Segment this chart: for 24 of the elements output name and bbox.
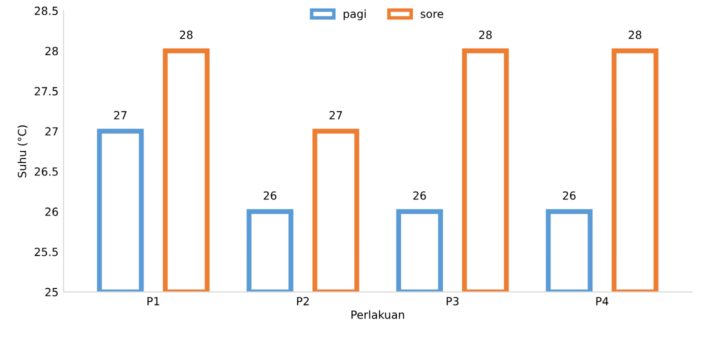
y-axis-title: Suhu (°C) [18, 125, 28, 178]
x-tick-label: P1 [148, 297, 160, 306]
data-label: 27 [114, 111, 127, 120]
x-tick-label: P2 [297, 296, 309, 306]
y-tick-label: 25 [45, 288, 58, 296]
data-label: 28 [180, 30, 193, 40]
y-tick-label: 27 [45, 127, 58, 136]
y-tick-label: 27.5 [34, 87, 58, 96]
data-label: 28 [479, 30, 492, 40]
y-tick-label: 28.5 [34, 6, 58, 16]
data-label: 27 [330, 111, 342, 120]
y-tick-label: 25.5 [34, 248, 58, 256]
x-tick-label: P4 [596, 297, 608, 306]
x-axis-title: Perlakuan [352, 310, 404, 319]
y-tick-label: 28 [45, 46, 58, 56]
x-tick-label: P3 [446, 296, 459, 306]
y-tick-label: 26.5 [34, 167, 58, 176]
data-label: 26 [562, 191, 576, 200]
legend-label: sore [420, 12, 444, 18]
data-label: 26 [413, 191, 426, 200]
data-label: 26 [264, 191, 276, 200]
y-tick-label: 26 [45, 208, 58, 216]
data-label: 28 [628, 30, 642, 40]
legend-label: pagi [344, 9, 366, 20]
